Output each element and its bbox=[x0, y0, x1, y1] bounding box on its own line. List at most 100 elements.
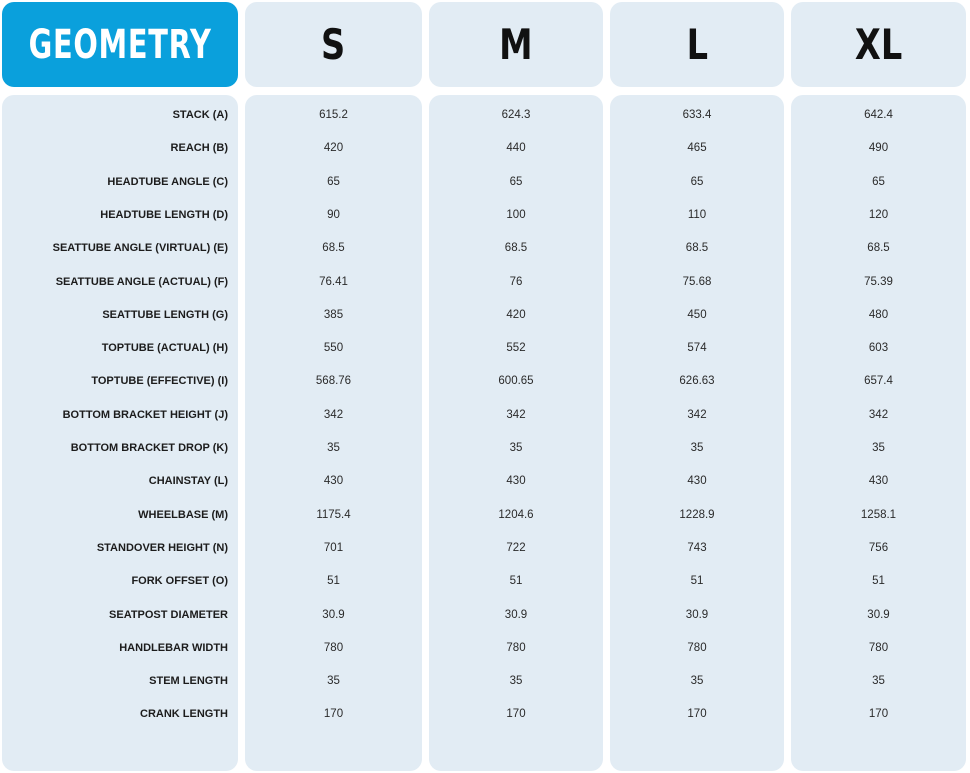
value-cell: 30.9 bbox=[867, 608, 890, 621]
value-cell: 35 bbox=[872, 675, 885, 688]
values-column-m: 624.3 440 65 100 68.5 76 420 552 600.65 342 35 430 1… bbox=[429, 95, 603, 771]
value-cell: 420 bbox=[506, 308, 526, 321]
value-cell: 68.5 bbox=[685, 242, 709, 255]
value-cell: 552 bbox=[506, 342, 526, 355]
value-cell: 170 bbox=[506, 708, 526, 721]
value-cell: 756 bbox=[868, 541, 889, 554]
value-cell: 120 bbox=[868, 208, 889, 221]
title-card: GEOMETRY bbox=[2, 2, 238, 87]
value-cell: 780 bbox=[868, 641, 889, 654]
size-header-s: S bbox=[245, 2, 422, 87]
values-column-xl: 642.4 490 65 120 68.5 75.39 480 603 657.4 342 35 43… bbox=[791, 95, 966, 771]
table-title: GEOMETRY bbox=[28, 21, 212, 68]
value-cell: 35 bbox=[872, 442, 885, 454]
row-label: REACH (B) bbox=[170, 142, 228, 155]
value-cell: 30.9 bbox=[685, 608, 709, 621]
value-cell: 35 bbox=[509, 442, 523, 454]
value-cell: 780 bbox=[506, 641, 526, 654]
value-cell: 780 bbox=[323, 641, 344, 654]
value-cell: 624.3 bbox=[501, 109, 531, 121]
value-cell: 342 bbox=[687, 408, 707, 421]
size-header-l: L bbox=[610, 2, 784, 87]
row-label: SEATTUBE LENGTH (G) bbox=[102, 308, 228, 321]
value-cell: 626.63 bbox=[679, 375, 715, 388]
value-cell: 574 bbox=[687, 342, 707, 355]
value-cell: 1258.1 bbox=[860, 508, 897, 521]
row-label: STEM LENGTH bbox=[149, 675, 228, 688]
size-label: L bbox=[686, 20, 708, 69]
value-cell: 68.5 bbox=[867, 242, 890, 255]
row-label: TOPTUBE (ACTUAL) (H) bbox=[101, 342, 228, 355]
value-cell: 75.39 bbox=[864, 275, 893, 288]
value-cell: 35 bbox=[690, 675, 704, 688]
value-cell: 342 bbox=[323, 408, 344, 421]
row-label: STACK (A) bbox=[172, 109, 228, 121]
value-cell: 100 bbox=[506, 208, 526, 221]
value-cell: 35 bbox=[509, 675, 523, 688]
value-cell: 603 bbox=[868, 342, 889, 355]
value-cell: 722 bbox=[506, 541, 526, 554]
value-cell: 550 bbox=[323, 342, 344, 355]
value-cell: 420 bbox=[323, 142, 344, 155]
size-label: XL bbox=[854, 20, 903, 69]
value-cell: 76 bbox=[509, 275, 523, 288]
value-cell: 35 bbox=[327, 442, 340, 454]
value-cell: 170 bbox=[323, 708, 344, 721]
value-cell: 480 bbox=[868, 308, 889, 321]
value-cell: 385 bbox=[323, 308, 344, 321]
value-cell: 51 bbox=[509, 575, 523, 588]
value-cell: 51 bbox=[872, 575, 885, 588]
row-label: BOTTOM BRACKET DROP (K) bbox=[70, 442, 228, 454]
value-cell: 342 bbox=[506, 408, 526, 421]
value-cell: 68.5 bbox=[322, 242, 345, 255]
row-label: BOTTOM BRACKET HEIGHT (J) bbox=[62, 408, 228, 421]
value-cell: 1175.4 bbox=[316, 508, 351, 521]
value-cell: 642.4 bbox=[864, 109, 893, 121]
value-cell: 75.68 bbox=[682, 275, 712, 288]
value-cell: 450 bbox=[687, 308, 707, 321]
value-cell: 615.2 bbox=[319, 109, 348, 121]
value-cell: 780 bbox=[687, 641, 707, 654]
row-label: HANDLEBAR WIDTH bbox=[119, 641, 228, 654]
value-cell: 430 bbox=[687, 475, 707, 488]
row-label: SEATTUBE ANGLE (ACTUAL) (F) bbox=[55, 275, 228, 288]
value-cell: 430 bbox=[868, 475, 889, 488]
value-cell: 430 bbox=[323, 475, 344, 488]
value-cell: 65 bbox=[327, 175, 340, 188]
value-cell: 465 bbox=[687, 142, 707, 155]
value-cell: 170 bbox=[687, 708, 707, 721]
row-label: SEATPOST DIAMETER bbox=[109, 608, 228, 621]
value-cell: 65 bbox=[509, 175, 523, 188]
value-cell: 30.9 bbox=[322, 608, 345, 621]
value-cell: 701 bbox=[323, 541, 344, 554]
value-cell: 65 bbox=[872, 175, 885, 188]
row-label: STANDOVER HEIGHT (N) bbox=[96, 541, 228, 554]
value-cell: 490 bbox=[868, 142, 889, 155]
size-label: S bbox=[321, 20, 346, 69]
value-cell: 65 bbox=[690, 175, 704, 188]
row-label: FORK OFFSET (O) bbox=[131, 575, 228, 588]
row-label: CRANK LENGTH bbox=[140, 708, 228, 721]
row-label: TOPTUBE (EFFECTIVE) (I) bbox=[91, 375, 228, 388]
row-label: SEATTUBE ANGLE (VIRTUAL) (E) bbox=[52, 242, 228, 255]
row-labels-column: STACK (A) REACH (B) HEADTUBE ANGLE (C) HEAD… bbox=[2, 95, 238, 771]
value-cell: 568.76 bbox=[315, 375, 352, 388]
value-cell: 342 bbox=[868, 408, 889, 421]
row-label: WHEELBASE (M) bbox=[138, 508, 228, 521]
value-cell: 657.4 bbox=[864, 375, 893, 388]
value-cell: 430 bbox=[506, 475, 526, 488]
row-label: HEADTUBE LENGTH (D) bbox=[100, 208, 228, 221]
value-cell: 600.65 bbox=[498, 375, 534, 388]
value-cell: 35 bbox=[327, 675, 340, 688]
value-cell: 35 bbox=[690, 442, 704, 454]
value-cell: 76.41 bbox=[319, 275, 348, 288]
size-header-m: M bbox=[429, 2, 603, 87]
row-label: HEADTUBE ANGLE (C) bbox=[107, 175, 228, 188]
value-cell: 633.4 bbox=[682, 109, 712, 121]
value-cell: 90 bbox=[327, 208, 340, 221]
size-label: M bbox=[499, 20, 533, 69]
value-cell: 1228.9 bbox=[679, 508, 715, 521]
row-label: CHAINSTAY (L) bbox=[148, 475, 228, 488]
value-cell: 110 bbox=[687, 208, 707, 221]
value-cell: 51 bbox=[327, 575, 340, 588]
